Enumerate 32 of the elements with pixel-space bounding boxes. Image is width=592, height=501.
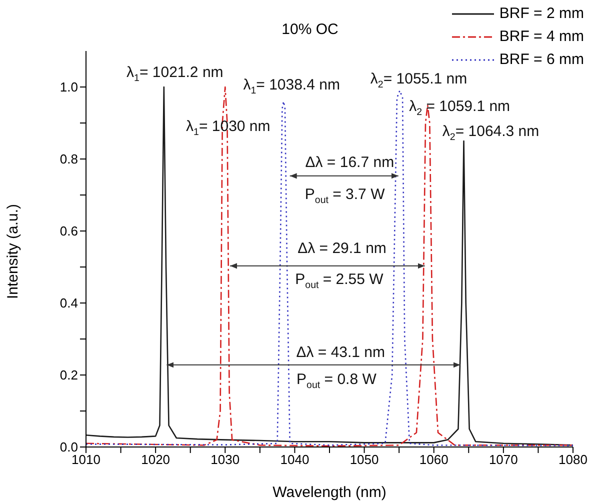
y-tick-label: 0.2 bbox=[60, 368, 78, 383]
x-axis-title: Wavelength (nm) bbox=[272, 484, 386, 501]
annotation: P$_{out}$ = 0.8 W bbox=[296, 370, 378, 391]
annotation: λ$_{2}$= 1064.3 nm bbox=[442, 122, 540, 144]
x-tick-label: 1050 bbox=[350, 452, 379, 468]
y-tick-label: 1.0 bbox=[60, 80, 78, 95]
y-tick-label: 0.6 bbox=[60, 224, 78, 239]
annotation: λ$_{1}$= 1030 nm bbox=[186, 118, 270, 138]
annotation: λ$_{2}$= 1055.1 nm bbox=[370, 70, 468, 91]
annotation: Δλ = 43.1 nm bbox=[296, 344, 386, 361]
legend-label: BRF = 2 mm bbox=[499, 4, 584, 24]
y-axis-title: Intensity (a.u.) bbox=[4, 204, 22, 299]
x-tick-label: 1070 bbox=[488, 452, 518, 468]
legend-label: BRF = 6 mm bbox=[499, 50, 584, 70]
x-tick-label: 1040 bbox=[280, 452, 310, 468]
annotation: λ$_{2}$ = 1059.1 nm bbox=[409, 98, 510, 118]
annotation: λ$_{1}$= 1038.4 nm bbox=[243, 76, 340, 96]
annotation: P$_{out}$ = 3.7 W bbox=[304, 186, 386, 206]
x-tick-label: 1080 bbox=[558, 452, 588, 468]
y-tick-label: 0.4 bbox=[60, 296, 78, 311]
x-tick-label: 1030 bbox=[210, 452, 240, 468]
annotation: Δλ = 29.1 nm bbox=[298, 240, 386, 257]
x-tick-label: 1020 bbox=[141, 452, 170, 468]
x-tick-label: 1010 bbox=[72, 452, 100, 468]
y-tick-label: 0.0 bbox=[60, 440, 78, 455]
x-tick-label: 1060 bbox=[419, 452, 448, 468]
annotation: λ$_{1}$= 1021.2 nm bbox=[126, 64, 224, 84]
annotation: P$_{out}$ = 2.55 W bbox=[295, 270, 384, 291]
chart-title: 10% OC bbox=[282, 21, 339, 38]
y-tick-label: 0.8 bbox=[60, 152, 78, 167]
legend-label: BRF = 4 mm bbox=[499, 27, 584, 47]
annotation: Δλ = 16.7 nm bbox=[305, 154, 394, 171]
